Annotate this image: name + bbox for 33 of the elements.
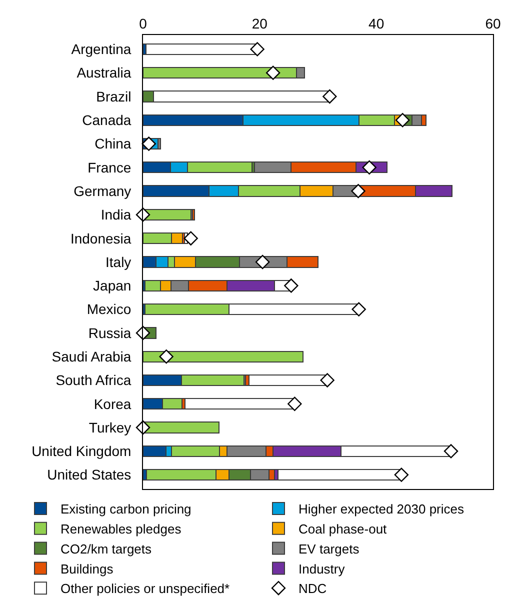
- y-tick-label: Canada: [82, 112, 132, 128]
- legend-label: Other policies or unspecified*: [60, 581, 230, 596]
- legend-label: Higher expected 2030 prices: [298, 502, 464, 517]
- y-tick-label: Indonesia: [70, 230, 132, 246]
- y-tick-label: Brazil: [96, 88, 132, 104]
- y-tick-label: Turkey: [88, 419, 132, 436]
- y-tick-label: China: [94, 136, 132, 152]
- legend-label: EV targets: [298, 541, 360, 556]
- y-tick-label: Australia: [76, 64, 132, 81]
- y-tick-label: Japan: [93, 278, 132, 294]
- y-tick-label: Germany: [74, 182, 132, 199]
- y-tick-label: India: [100, 206, 132, 223]
- y-tick-label: Mexico: [86, 301, 132, 318]
- legend-label: Existing carbon pricing: [60, 502, 192, 517]
- legend-label: NDC: [298, 581, 327, 596]
- legend-label: Buildings: [60, 561, 114, 576]
- y-tick-label: Korea: [94, 396, 132, 412]
- legend-label: CO2/km targets: [60, 541, 152, 556]
- x-tick-label: 0: [139, 15, 148, 32]
- legend-label: Coal phase-out: [298, 521, 388, 536]
- y-tick-label: France: [88, 159, 132, 176]
- y-tick-label: Saudi Arabia: [52, 348, 132, 364]
- y-tick-label: United Kingdom: [32, 443, 132, 460]
- y-tick-label: Russia: [88, 324, 132, 341]
- x-tick-label: 20: [252, 15, 268, 32]
- y-tick-label: South Africa: [56, 372, 132, 388]
- y-tick-label: Argentina: [71, 41, 132, 58]
- x-tick-label: 40: [368, 15, 384, 32]
- legend-label: Renewables pledges: [60, 521, 182, 536]
- x-tick-label: 60: [485, 15, 501, 32]
- y-tick-label: United States: [47, 466, 132, 483]
- legend-label: Industry: [298, 561, 346, 576]
- y-tick-label: Italy: [106, 254, 132, 270]
